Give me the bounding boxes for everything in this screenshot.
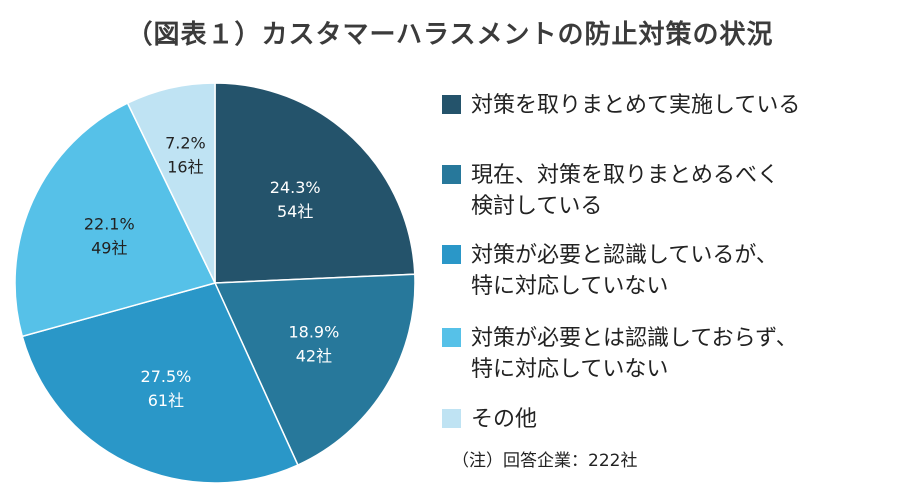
slice-count-label-4: 49社: [91, 238, 127, 257]
slice-percent-label-3: 27.5%: [141, 367, 192, 386]
legend-swatch: [442, 328, 461, 347]
slice-count-label-3: 61社: [148, 391, 184, 410]
legend-label: その他: [471, 407, 538, 432]
pie-slice-5: [126, 82, 216, 284]
slice-percent-label-5: 7.2%: [165, 133, 206, 152]
pie-slice-1: [214, 82, 416, 284]
legend-label: 対策が必要とは認識しておらず、 特に対応していない: [471, 326, 798, 382]
pie-slice-4: [14, 102, 217, 338]
legend-label: 現在、対策を取りまとめるべく 検討している: [471, 163, 780, 219]
slice-percent-label-2: 18.9%: [288, 323, 339, 342]
legend-label: 対策が必要と認識しているが、 特に対応していない: [471, 243, 778, 299]
slice-count-label-5: 16社: [167, 157, 203, 176]
pie-slice-3: [21, 282, 299, 484]
legend-item-1: 対策を取りまとめて実施している: [442, 90, 892, 121]
legend-item-5: その他: [442, 404, 892, 435]
pie-slice-2: [213, 273, 416, 467]
legend-item-2: 現在、対策を取りまとめるべく 検討している: [442, 160, 892, 222]
legend-swatch: [442, 165, 461, 184]
slice-count-label-2: 42社: [296, 347, 332, 366]
legend-swatch: [442, 95, 461, 114]
respondent-note: （注）回答企業：222社: [452, 451, 638, 471]
chart-title: （図表１）カスタマーハラスメントの防止対策の状況: [126, 20, 774, 50]
slice-percent-label-1: 24.3%: [270, 178, 321, 197]
slice-count-label-1: 54社: [277, 202, 313, 221]
legend-swatch: [442, 245, 461, 264]
legend-item-4: 対策が必要とは認識しておらず、 特に対応していない: [442, 323, 892, 385]
legend-item-3: 対策が必要と認識しているが、 特に対応していない: [442, 240, 892, 302]
slice-percent-label-4: 22.1%: [84, 214, 135, 233]
legend-swatch: [442, 409, 461, 428]
legend-label: 対策を取りまとめて実施している: [471, 93, 801, 118]
